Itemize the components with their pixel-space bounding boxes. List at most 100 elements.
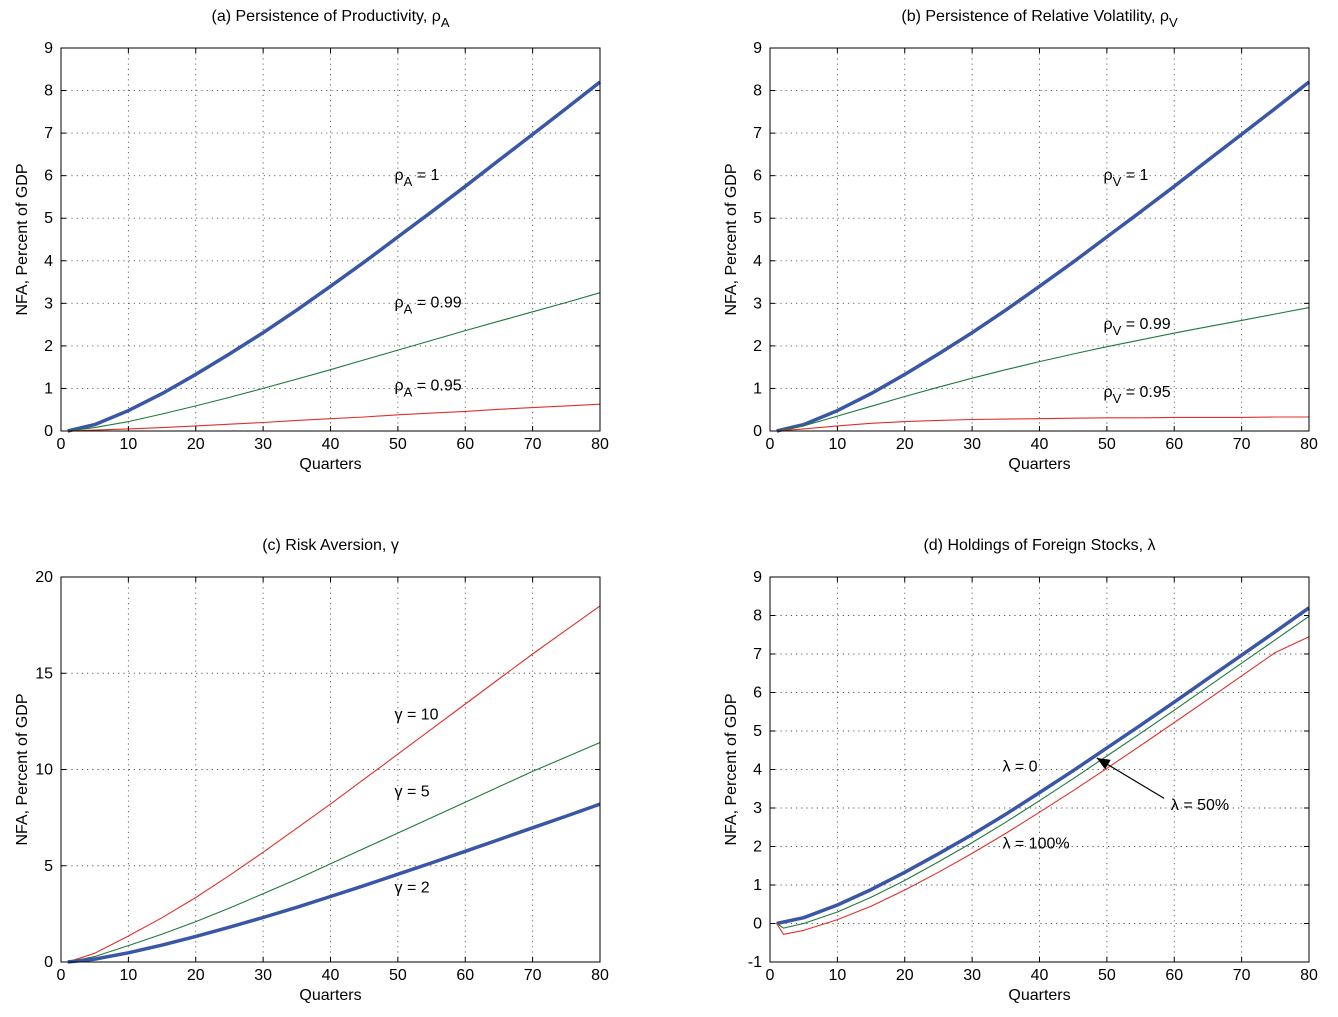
x-tick-label: 10 [828, 967, 846, 984]
series-line-1 [67, 741, 601, 963]
annotation-a3: ρA = 0.95 [395, 378, 462, 400]
y-axis-label: NFA, Percent of GDP [723, 693, 740, 845]
series-line-2 [776, 416, 1309, 432]
annotation-d3: λ = 100% [1002, 835, 1069, 852]
series-line-1 [776, 307, 1310, 432]
x-tick-label: 40 [1031, 967, 1049, 984]
y-tick-label: 0 [753, 423, 762, 440]
y-tick-label: 7 [44, 125, 53, 142]
annotation-b3: ρV = 0.95 [1104, 384, 1171, 406]
annotation-arrow-line [1096, 757, 1165, 799]
y-tick-label: 7 [753, 125, 762, 142]
series-line-1 [67, 292, 601, 432]
y-tick-label: 3 [44, 295, 53, 312]
annotation-d2: λ = 50% [1171, 797, 1229, 814]
y-tick-label: 6 [44, 168, 53, 185]
x-tick-label: 0 [57, 436, 66, 453]
x-tick-label: 20 [896, 436, 914, 453]
y-tick-label: 3 [753, 295, 762, 312]
x-tick-label: 50 [389, 967, 407, 984]
x-tick-label: 50 [1098, 967, 1116, 984]
x-tick-label: 20 [187, 436, 205, 453]
y-tick-label: 8 [753, 608, 762, 625]
x-tick-label: 80 [1300, 436, 1318, 453]
y-tick-label: 3 [753, 800, 762, 817]
y-tick-label: 7 [753, 646, 762, 663]
annotation-c2: γ = 5 [395, 783, 430, 800]
chart-title: (c) Risk Aversion, γ [262, 537, 399, 554]
series-line-0 [67, 605, 601, 963]
y-tick-label: 4 [753, 253, 762, 270]
x-tick-label: 60 [1165, 967, 1183, 984]
y-axis-label: NFA, Percent of GDP [14, 163, 31, 315]
chart-title: (a) Persistence of Productivity, ρA [212, 8, 450, 30]
x-axis-label: Quarters [1008, 456, 1070, 473]
x-tick-label: 70 [1233, 436, 1251, 453]
x-tick-label: 0 [57, 967, 66, 984]
x-tick-label: 30 [254, 436, 272, 453]
series-line-0 [67, 80, 602, 433]
y-tick-label: 10 [35, 762, 53, 779]
series-line-0 [776, 606, 1311, 926]
x-tick-label: 80 [591, 967, 609, 984]
chart-panel-0: 0 10 20 30 40 50 60 70 80 0 1 2 3 4 5 6 7 8 9 (a) Persisten… [14, 8, 609, 473]
annotation-c3: γ = 2 [395, 880, 430, 897]
x-axis-label: Quarters [299, 456, 361, 473]
x-tick-label: 30 [963, 436, 981, 453]
annotation-c1: γ = 10 [395, 706, 439, 723]
y-tick-label: 5 [44, 210, 53, 227]
x-tick-label: 30 [254, 967, 272, 984]
x-tick-label: 40 [1031, 436, 1049, 453]
y-tick-label: 0 [44, 954, 53, 971]
x-tick-label: 40 [322, 967, 340, 984]
y-tick-label: -1 [748, 954, 762, 971]
y-tick-label: 5 [44, 858, 53, 875]
x-axis-label: Quarters [299, 987, 361, 1004]
series-line-2 [776, 636, 1310, 935]
y-tick-label: 1 [753, 877, 762, 894]
x-axis-label: Quarters [1008, 987, 1070, 1004]
y-tick-label: 2 [753, 338, 762, 355]
series-line-2 [67, 802, 601, 964]
annotation-d1: λ = 0 [1002, 758, 1037, 775]
x-tick-label: 70 [1233, 967, 1251, 984]
series-line-1 [776, 615, 1310, 929]
x-tick-label: 10 [119, 967, 137, 984]
y-axis-label: NFA, Percent of GDP [723, 163, 740, 315]
annotation-b2: ρV = 0.99 [1104, 316, 1171, 338]
x-tick-label: 80 [1300, 967, 1318, 984]
x-tick-label: 50 [1098, 436, 1116, 453]
y-tick-label: 4 [753, 762, 762, 779]
y-tick-label: 2 [753, 839, 762, 856]
y-tick-label: 6 [753, 168, 762, 185]
chart-title: (d) Holdings of Foreign Stocks, λ [923, 537, 1155, 554]
y-tick-label: 0 [753, 916, 762, 933]
y-tick-label: 6 [753, 685, 762, 702]
x-tick-label: 60 [456, 436, 474, 453]
y-tick-label: 8 [44, 83, 53, 100]
y-tick-label: 4 [44, 253, 53, 270]
x-tick-label: 60 [1165, 436, 1183, 453]
y-tick-label: 2 [44, 338, 53, 355]
y-tick-label: 8 [753, 83, 762, 100]
annotation-b1: ρV = 1 [1104, 167, 1149, 189]
chart-title: (b) Persistence of Relative Volatility, … [901, 8, 1178, 30]
x-tick-label: 20 [896, 967, 914, 984]
x-tick-label: 10 [119, 436, 137, 453]
y-tick-label: 9 [753, 569, 762, 586]
y-axis-label: NFA, Percent of GDP [14, 693, 31, 845]
x-tick-label: 0 [766, 436, 775, 453]
x-tick-label: 40 [322, 436, 340, 453]
y-tick-label: 15 [35, 665, 53, 682]
annotation-a2: ρA = 0.99 [395, 295, 462, 317]
x-tick-label: 0 [766, 967, 775, 984]
series-line-2 [67, 403, 601, 432]
y-tick-label: 1 [44, 380, 53, 397]
annotation-arrow-head [1096, 757, 1111, 770]
y-tick-label: 5 [753, 210, 762, 227]
y-tick-label: 0 [44, 423, 53, 440]
y-tick-label: 9 [44, 40, 53, 57]
chart-panel-1: 0 10 20 30 40 50 60 70 80 0 1 2 3 4 5 6 7 8 9 (b) Persisten… [723, 8, 1318, 473]
